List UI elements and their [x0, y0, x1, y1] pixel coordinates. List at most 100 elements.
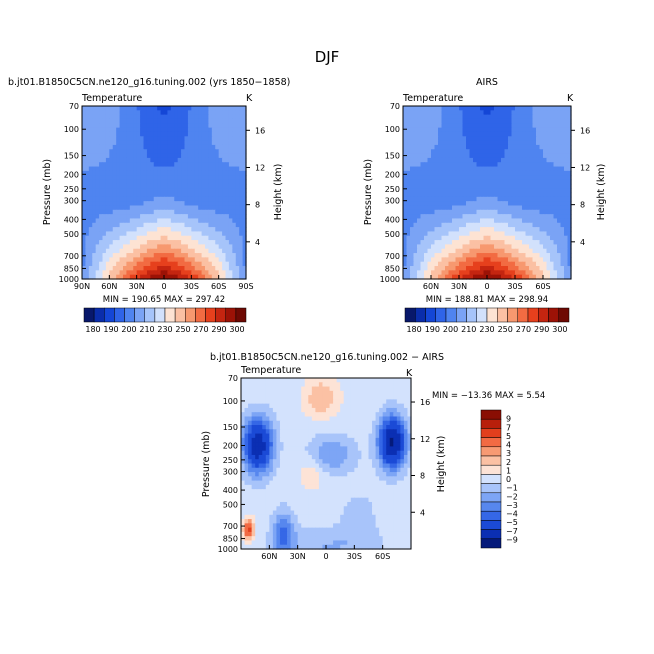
field-cell — [525, 196, 530, 202]
field-cell — [487, 196, 492, 202]
field-cell — [157, 196, 162, 202]
field-cell — [452, 205, 457, 211]
field-cell — [308, 416, 313, 422]
field-cell — [85, 183, 90, 189]
field-cell — [136, 266, 141, 271]
field-cell — [400, 416, 405, 422]
field-cell — [357, 416, 363, 422]
field-cell — [434, 209, 439, 215]
field-cell — [469, 192, 474, 198]
field-cell — [205, 205, 210, 211]
field-cell — [129, 127, 134, 133]
field-cell — [393, 395, 398, 400]
field-cell — [215, 136, 220, 142]
field-cell — [167, 222, 172, 228]
field-cell — [480, 136, 485, 142]
field-cell — [350, 382, 355, 388]
field-cell — [403, 205, 408, 211]
field-cell — [88, 166, 93, 172]
field-cell — [452, 248, 457, 254]
field-cell — [431, 118, 436, 124]
field-cell — [532, 274, 537, 280]
field-cell — [543, 110, 548, 116]
field-cell — [413, 244, 418, 250]
field-cell — [445, 209, 450, 215]
field-cell — [143, 218, 148, 224]
field-cell — [184, 157, 189, 163]
field-cell — [557, 153, 562, 159]
field-cell — [181, 266, 186, 271]
field-cell — [143, 127, 148, 133]
field-cell — [539, 201, 544, 207]
field-cell — [469, 110, 474, 116]
field-cell — [557, 179, 562, 185]
field-cell — [205, 123, 210, 129]
field-cell — [248, 382, 253, 388]
field-cell — [160, 244, 165, 250]
field-cell — [441, 231, 446, 237]
field-cell — [417, 214, 422, 220]
field-cell — [123, 205, 128, 211]
field-cell — [244, 378, 249, 383]
field-cell — [431, 218, 436, 224]
field-cell — [160, 106, 165, 111]
field-cell — [473, 235, 478, 241]
field-cell — [304, 463, 309, 469]
field-cell — [146, 192, 151, 198]
field-cell — [490, 196, 495, 202]
field-cell — [567, 196, 572, 202]
field-cell — [539, 140, 544, 146]
field-cell — [452, 114, 457, 120]
field-cell — [157, 110, 162, 116]
field-cell — [368, 429, 373, 435]
field-cell — [431, 214, 436, 220]
field-cell — [532, 240, 537, 245]
field-cell — [469, 209, 474, 215]
field-cell — [157, 266, 162, 271]
field-cell — [487, 218, 492, 224]
field-cell — [174, 153, 179, 159]
panel-difference-right-label: K — [406, 368, 413, 379]
field-cell — [105, 179, 110, 185]
field-cell — [448, 205, 453, 211]
field-cell — [511, 157, 516, 163]
field-cell — [218, 123, 223, 129]
field-cell — [431, 209, 436, 215]
field-cell — [225, 149, 230, 155]
field-cell — [112, 183, 117, 189]
field-cell — [208, 270, 213, 276]
field-cell — [368, 395, 373, 400]
field-cell — [283, 386, 288, 392]
field-cell — [448, 218, 453, 224]
field-cell — [532, 162, 537, 168]
field-cell — [95, 131, 100, 137]
field-cell — [557, 240, 562, 245]
field-cell — [501, 261, 506, 267]
field-cell — [515, 248, 520, 254]
field-cell — [301, 382, 306, 388]
field-cell — [386, 416, 391, 422]
field-cell — [269, 420, 274, 426]
field-cell — [272, 403, 278, 409]
field-cell — [459, 205, 464, 211]
field-cell — [262, 454, 267, 460]
colorbar-swatch — [548, 307, 559, 323]
field-cell — [235, 136, 240, 142]
field-cell — [99, 118, 104, 124]
field-cell — [560, 222, 565, 228]
field-cell — [255, 463, 260, 469]
field-cell — [308, 395, 313, 400]
field-cell — [452, 149, 457, 155]
field-cell — [99, 157, 104, 163]
field-cell — [119, 162, 124, 168]
field-cell — [92, 196, 97, 202]
field-cell — [473, 257, 478, 263]
field-cell — [272, 463, 278, 469]
field-cell — [150, 123, 155, 129]
field-cell — [466, 192, 471, 198]
field-cell — [143, 192, 148, 198]
field-cell — [164, 218, 169, 224]
field-cell — [311, 450, 316, 456]
field-cell — [455, 192, 460, 198]
field-cell — [133, 244, 138, 250]
